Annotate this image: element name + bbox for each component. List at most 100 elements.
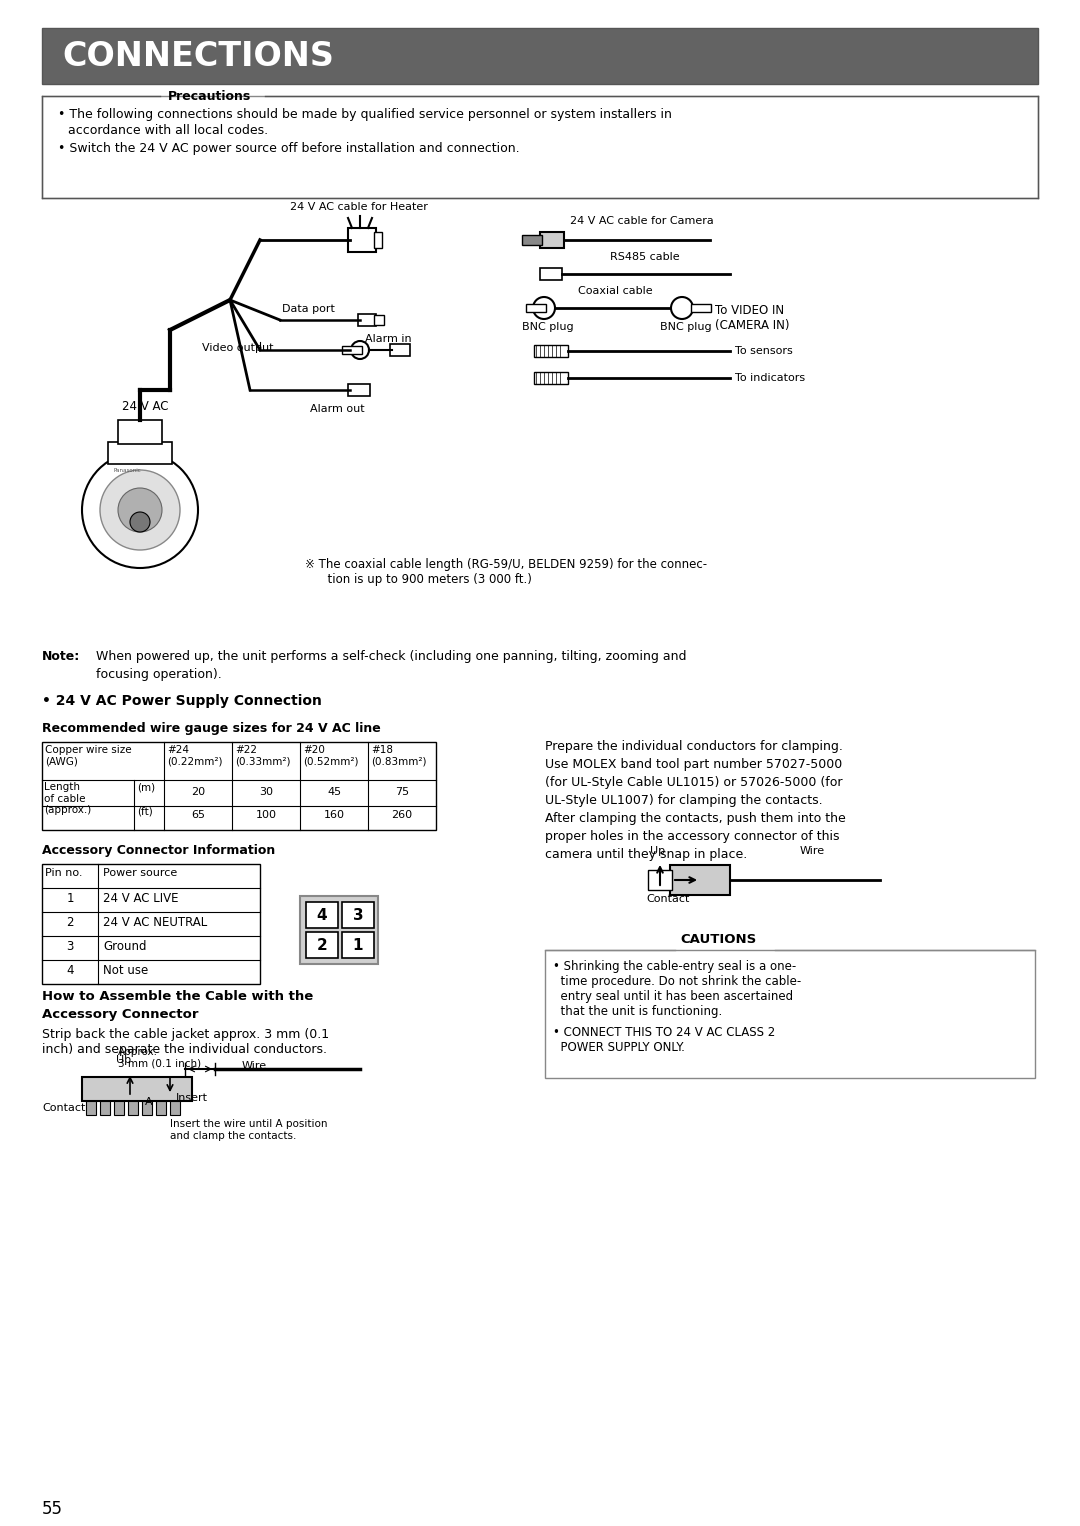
Text: Wire: Wire (242, 1061, 267, 1071)
Text: BNC plug: BNC plug (522, 322, 573, 333)
Bar (534, 345, 568, 357)
Text: Coaxial cable: Coaxial cable (578, 285, 652, 296)
Text: • Switch the 24 V AC power source off before installation and connection.: • Switch the 24 V AC power source off be… (58, 142, 519, 156)
Bar (342, 902, 374, 928)
Bar (526, 304, 546, 311)
Text: To sensors: To sensors (735, 346, 793, 356)
Text: 1: 1 (353, 937, 363, 952)
Bar (348, 385, 370, 397)
Bar (670, 865, 730, 896)
Text: 24 V AC: 24 V AC (122, 400, 168, 414)
Bar (42, 742, 436, 830)
Text: Contact: Contact (646, 894, 689, 903)
Text: RS485 cable: RS485 cable (610, 252, 679, 262)
Text: 65: 65 (191, 810, 205, 819)
Text: CAUTIONS: CAUTIONS (680, 932, 756, 946)
Text: CONNECTIONS: CONNECTIONS (62, 40, 334, 73)
Text: Strip back the cable jacket approx. 3 mm (0.1
inch) and separate the individual : Strip back the cable jacket approx. 3 mm… (42, 1029, 329, 1056)
Text: To indicators: To indicators (735, 372, 805, 383)
Text: Panasonic: Panasonic (114, 468, 141, 473)
Text: Use MOLEX band tool part number 57027-5000: Use MOLEX band tool part number 57027-50… (545, 758, 842, 771)
Text: Alarm in: Alarm in (365, 334, 411, 343)
Text: Not use: Not use (103, 964, 148, 977)
Text: #20
(0.52mm²): #20 (0.52mm²) (303, 745, 359, 766)
Text: 24 V AC cable for Heater: 24 V AC cable for Heater (291, 201, 428, 212)
Text: Length
of cable
(approx.): Length of cable (approx.) (44, 781, 91, 815)
Bar (357, 314, 376, 327)
Text: 2: 2 (316, 937, 327, 952)
Text: • The following connections should be made by qualified service personnel or sys: • The following connections should be ma… (58, 108, 672, 121)
Circle shape (118, 488, 162, 533)
Bar (342, 346, 362, 354)
Text: (ft): (ft) (137, 807, 152, 816)
Text: When powered up, the unit performs a self-check (including one panning, tilting,: When powered up, the unit performs a sel… (96, 650, 687, 662)
Bar (540, 232, 564, 249)
Text: 1: 1 (66, 893, 73, 905)
Bar (114, 1100, 124, 1116)
Text: Recommended wire gauge sizes for 24 V AC line: Recommended wire gauge sizes for 24 V AC… (42, 722, 381, 736)
Bar (306, 902, 338, 928)
Text: focusing operation).: focusing operation). (96, 668, 221, 681)
Bar (374, 232, 382, 249)
Text: camera until they snap in place.: camera until they snap in place. (545, 848, 747, 861)
Text: Video output: Video output (202, 343, 273, 353)
Bar (86, 1100, 96, 1116)
Text: Accessory Connector: Accessory Connector (42, 1009, 199, 1021)
Bar (374, 314, 384, 325)
Text: Copper wire size
(AWG): Copper wire size (AWG) (45, 745, 132, 766)
Circle shape (351, 340, 369, 359)
Bar (648, 870, 672, 890)
Text: Up: Up (116, 1054, 131, 1065)
Bar (545, 951, 1035, 1077)
Bar (390, 343, 410, 356)
Text: Note:: Note: (42, 650, 80, 662)
Text: ※ The coaxial cable length (RG-59/U, BELDEN 9259) for the connec-
      tion is : ※ The coaxial cable length (RG-59/U, BEL… (305, 559, 707, 586)
Text: 24 V AC cable for Camera: 24 V AC cable for Camera (570, 217, 714, 226)
Text: Alarm out: Alarm out (310, 404, 365, 414)
Bar (534, 372, 568, 385)
Text: (for UL-Style Cable UL1015) or 57026-5000 (for: (for UL-Style Cable UL1015) or 57026-500… (545, 777, 842, 789)
Text: 160: 160 (324, 810, 345, 819)
Text: Data port: Data port (282, 304, 335, 314)
Circle shape (534, 298, 555, 319)
Bar (348, 227, 376, 252)
Text: Accessory Connector Information: Accessory Connector Information (42, 844, 275, 858)
Text: 24 V AC LIVE: 24 V AC LIVE (103, 893, 178, 905)
Text: 30: 30 (259, 787, 273, 797)
Text: Up: Up (650, 845, 665, 856)
Bar (156, 1100, 166, 1116)
Bar (42, 96, 1038, 198)
Text: • CONNECT THIS TO 24 V AC CLASS 2
  POWER SUPPLY ONLY.: • CONNECT THIS TO 24 V AC CLASS 2 POWER … (553, 1025, 775, 1054)
Bar (300, 896, 378, 964)
Text: Pin no.: Pin no. (45, 868, 82, 877)
Bar (522, 235, 542, 246)
Text: 2: 2 (66, 916, 73, 929)
Text: 45: 45 (327, 787, 341, 797)
Text: Precautions: Precautions (168, 90, 252, 102)
Circle shape (82, 452, 198, 568)
Bar (170, 1100, 180, 1116)
Text: 4: 4 (66, 964, 73, 977)
Bar (691, 304, 711, 311)
Text: Contact: Contact (42, 1103, 85, 1112)
Bar (141, 1100, 152, 1116)
Text: UL-Style UL1007) for clamping the contacts.: UL-Style UL1007) for clamping the contac… (545, 794, 823, 807)
Text: #24
(0.22mm²): #24 (0.22mm²) (167, 745, 222, 766)
Text: proper holes in the accessory connector of this: proper holes in the accessory connector … (545, 830, 839, 842)
Bar (82, 1077, 192, 1100)
Bar (129, 1100, 138, 1116)
Text: 3: 3 (66, 940, 73, 954)
Text: 260: 260 (391, 810, 413, 819)
Text: Insert the wire until A position
and clamp the contacts.: Insert the wire until A position and cla… (170, 1119, 327, 1140)
Text: Insert: Insert (176, 1093, 208, 1103)
Text: 55: 55 (42, 1500, 63, 1518)
Circle shape (100, 470, 180, 549)
Bar (42, 864, 260, 984)
Bar (108, 443, 172, 464)
Text: 100: 100 (256, 810, 276, 819)
Text: 24 V AC NEUTRAL: 24 V AC NEUTRAL (103, 916, 207, 929)
Circle shape (671, 298, 693, 319)
Text: 20: 20 (191, 787, 205, 797)
Text: How to Assemble the Cable with the: How to Assemble the Cable with the (42, 990, 313, 1003)
Text: #18
(0.83mm²): #18 (0.83mm²) (372, 745, 427, 766)
